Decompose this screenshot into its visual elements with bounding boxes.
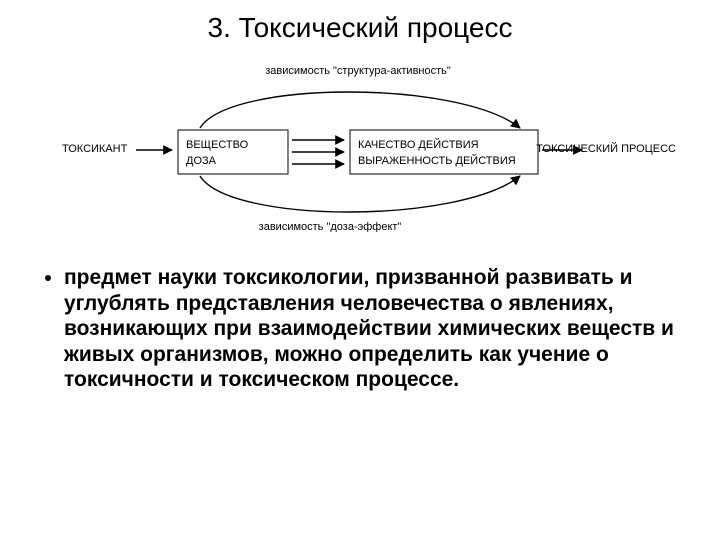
flow-box-label: ВЫРАЖЕННОСТЬ ДЕЙСТВИЯ bbox=[358, 154, 516, 167]
arc-arrow bbox=[200, 176, 520, 212]
diagram-svg: зависимость "структура-активность" зависи… bbox=[60, 62, 680, 232]
flow-box-label: ВЕЩЕСТВО bbox=[186, 139, 249, 151]
flow-box bbox=[350, 130, 538, 174]
flow-text-node: ТОКСИЧЕСКИЙ ПРОЦЕСС bbox=[536, 142, 676, 155]
flow-box-label: ДОЗА bbox=[186, 155, 217, 167]
bullet-ul: предмет науки токсикологии, призванной р… bbox=[38, 265, 678, 393]
slide: 3. Токсический процесс зависимость "стру… bbox=[0, 0, 720, 540]
slide-title: 3. Токсический процесс bbox=[0, 12, 720, 44]
arc-label: зависимость "структура-активность" bbox=[265, 65, 451, 77]
arc-arrow bbox=[200, 92, 520, 128]
arc-label: зависимость "доза-эффект" bbox=[259, 221, 402, 232]
flow-text-node: ТОКСИКАНТ bbox=[62, 143, 128, 155]
bullet-list: предмет науки токсикологии, призванной р… bbox=[38, 265, 678, 393]
flow-diagram: зависимость "структура-активность" зависи… bbox=[60, 62, 680, 232]
flow-box bbox=[178, 130, 288, 174]
bullet-item: предмет науки токсикологии, призванной р… bbox=[64, 265, 678, 393]
flow-box-label: КАЧЕСТВО ДЕЙСТВИЯ bbox=[358, 138, 479, 151]
